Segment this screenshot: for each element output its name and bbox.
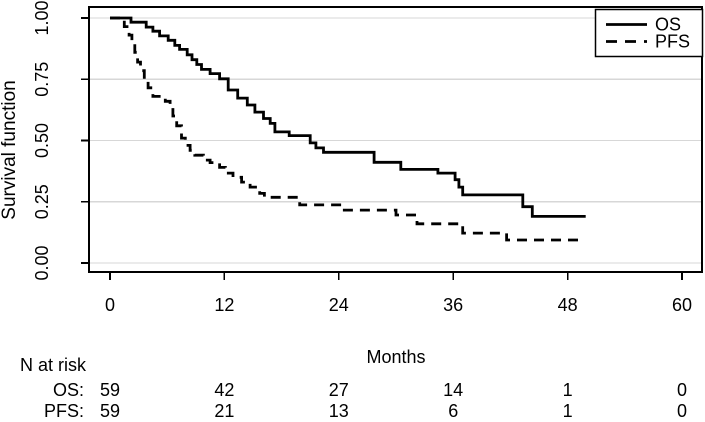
risk-count: 6 xyxy=(448,401,458,421)
risk-count: 0 xyxy=(677,380,687,400)
risk-count: 59 xyxy=(100,401,120,421)
risk-row-os: OS: 59 42 27 14 1 0 xyxy=(53,380,687,400)
risk-row-label: OS: xyxy=(53,380,84,400)
series-lines xyxy=(110,16,586,242)
x-tick-label: 24 xyxy=(329,295,349,315)
y-tick-label: 1.00 xyxy=(32,0,52,35)
x-tick-label: 12 xyxy=(214,295,234,315)
legend-label-pfs: PFS xyxy=(655,32,690,52)
plot-border xyxy=(88,6,703,273)
x-tick-label: 36 xyxy=(443,295,463,315)
risk-count: 59 xyxy=(100,380,120,400)
x-tick-label: 0 xyxy=(105,295,115,315)
x-tick-label: 48 xyxy=(558,295,578,315)
y-tick-label: 0.50 xyxy=(32,123,52,158)
risk-count: 1 xyxy=(563,380,573,400)
legend-label-os: OS xyxy=(655,15,681,35)
legend-box xyxy=(594,8,704,58)
series-pfs-line xyxy=(110,16,583,242)
y-tick-label: 0.00 xyxy=(32,245,52,280)
x-axis-ticks: 0 12 24 36 48 60 xyxy=(105,272,692,315)
risk-table: N at risk OS: 59 42 27 14 1 0 PFS: 59 21 13 6 1 0 xyxy=(20,355,687,421)
x-axis-label: Months xyxy=(366,347,425,367)
risk-table-title: N at risk xyxy=(20,355,87,375)
risk-count: 0 xyxy=(677,401,687,421)
risk-row-label: PFS: xyxy=(44,401,84,421)
risk-row-pfs: PFS: 59 21 13 6 1 0 xyxy=(44,401,687,421)
risk-count: 1 xyxy=(563,401,573,421)
y-axis-label: Survival function xyxy=(0,80,20,219)
gridlines xyxy=(89,17,702,264)
x-tick-label: 60 xyxy=(672,295,692,315)
y-tick-label: 0.25 xyxy=(32,184,52,219)
risk-count: 14 xyxy=(443,380,463,400)
risk-count: 21 xyxy=(214,401,234,421)
risk-count: 13 xyxy=(329,401,349,421)
risk-count: 27 xyxy=(329,380,349,400)
series-os-line xyxy=(110,16,586,218)
risk-table-rows: OS: 59 42 27 14 1 0 PFS: 59 21 13 6 1 0 xyxy=(44,380,687,421)
y-axis-ticks: 0.00 0.25 0.50 0.75 1.00 xyxy=(32,0,89,281)
risk-count: 42 xyxy=(214,380,234,400)
y-tick-label: 0.75 xyxy=(32,62,52,97)
